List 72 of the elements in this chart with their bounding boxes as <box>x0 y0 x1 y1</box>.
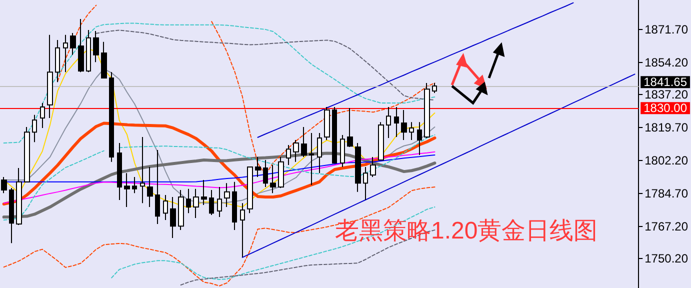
candlestick <box>424 82 430 138</box>
candlestick <box>401 110 407 141</box>
candlestick <box>101 41 107 78</box>
candlestick <box>332 106 337 164</box>
candlestick <box>55 40 60 83</box>
y-tick-label: 1837.20 <box>644 88 688 102</box>
line-series <box>3 151 436 204</box>
candlestick <box>9 187 14 244</box>
line-series <box>242 74 636 258</box>
y-tick-label: 1871.70 <box>644 22 688 36</box>
candlestick <box>340 134 345 168</box>
candlestick <box>386 106 391 138</box>
candlestick <box>155 150 160 225</box>
candlestick <box>355 142 361 192</box>
line-series <box>257 2 574 138</box>
candlestick <box>47 34 53 118</box>
candlestick <box>16 167 22 226</box>
candlestick <box>1 176 7 194</box>
candlestick <box>63 34 68 73</box>
ref-line-label: 1841.65 <box>644 75 688 90</box>
candlestick <box>324 106 330 141</box>
candlestick <box>86 30 91 73</box>
y-tick-label: 1854.20 <box>644 55 688 70</box>
candlestick <box>40 102 45 128</box>
candlestick <box>147 166 153 208</box>
candlestick <box>32 114 37 143</box>
candlestick <box>170 196 176 238</box>
candlestick <box>378 122 384 161</box>
candlestick <box>270 164 276 194</box>
candlestick <box>186 188 191 214</box>
candlestick <box>140 136 145 204</box>
line-series <box>96 30 436 101</box>
candlestick <box>224 182 230 208</box>
candlestick <box>309 132 314 186</box>
candlestick <box>247 166 253 214</box>
candlestick <box>78 18 84 73</box>
candlestick <box>93 30 99 63</box>
candlestick <box>255 156 261 178</box>
candlestick <box>263 160 268 188</box>
candlestick <box>201 180 207 206</box>
candlestick <box>417 122 422 156</box>
candlestick <box>278 156 284 188</box>
ref-line-label: 1830.00 <box>644 101 688 116</box>
candlestick <box>178 190 184 231</box>
candlestick <box>217 186 222 218</box>
candlestick <box>117 142 122 201</box>
candlestick <box>409 122 414 141</box>
candlestick <box>109 72 114 162</box>
candlestick <box>124 172 130 208</box>
candlestick <box>370 156 376 178</box>
candlestick <box>193 188 199 218</box>
y-tick-label: 1802.20 <box>644 154 688 168</box>
candlestick <box>209 190 214 216</box>
candlestick <box>132 176 137 194</box>
candlestick <box>394 106 399 138</box>
candlestick <box>301 126 307 158</box>
candlestick <box>232 181 237 231</box>
candlestick <box>317 132 322 174</box>
candlestick <box>240 202 245 258</box>
y-tick-label: 1767.20 <box>644 220 688 234</box>
y-tick-label: 1750.20 <box>644 252 688 266</box>
candlestick <box>293 140 299 162</box>
candlestick <box>347 107 353 148</box>
line-series <box>3 22 436 144</box>
candlestick <box>363 166 368 201</box>
y-tick-label: 1784.70 <box>644 186 688 201</box>
y-tick-label: 1819.70 <box>644 120 688 135</box>
candlestick <box>163 194 168 221</box>
candlestick <box>70 32 76 56</box>
candlestick <box>24 126 30 182</box>
candlestick <box>432 82 437 94</box>
candlestick <box>286 144 291 166</box>
